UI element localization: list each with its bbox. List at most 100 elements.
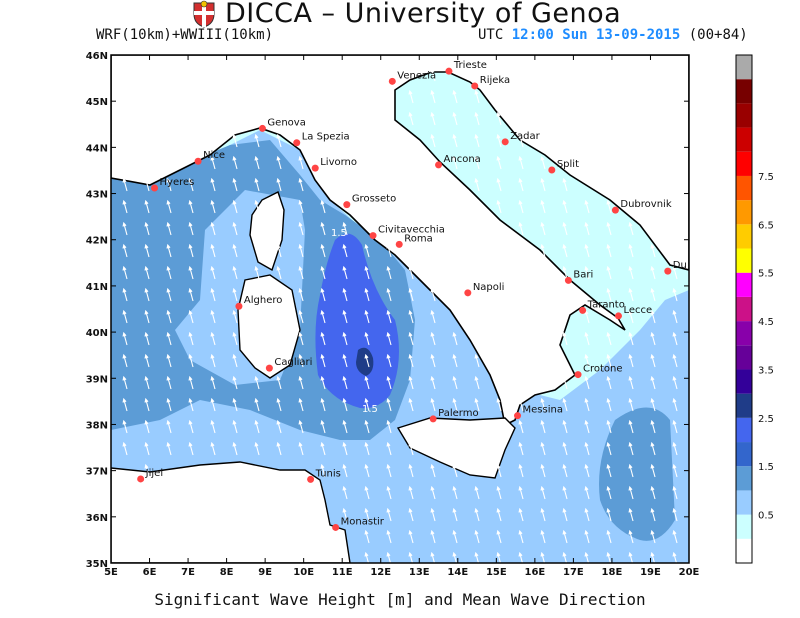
- wave-arrow: [430, 551, 436, 563]
- wave-arrow: [606, 287, 612, 302]
- wave-arrow: [188, 221, 194, 236]
- lon-tick-label: 13E: [409, 567, 430, 578]
- legend-swatch: [736, 248, 752, 273]
- lon-tick-label: 12E: [370, 567, 391, 578]
- wave-arrow: [144, 265, 150, 280]
- wave-arrow: [386, 375, 392, 390]
- lat-tick-label: 42N: [86, 236, 108, 247]
- wave-arrow: [628, 221, 634, 236]
- city-label: Zadar: [510, 131, 540, 142]
- wave-arrow: [584, 375, 590, 390]
- city-marker: [564, 276, 572, 284]
- wave-arrow: [606, 221, 612, 236]
- wave-arrow: [518, 551, 524, 563]
- lat-tick-label: 46N: [86, 51, 108, 62]
- wave-arrow: [606, 375, 612, 390]
- wave-arrow: [144, 177, 150, 192]
- wave-arrow: [232, 441, 238, 456]
- wave-arrow: [386, 309, 392, 324]
- lon-tick-label: 9E: [258, 567, 272, 578]
- city-label: La Spezia: [302, 132, 350, 143]
- wave-arrow: [298, 221, 304, 236]
- wave-arrow: [298, 265, 304, 280]
- wave-arrow: [540, 485, 546, 500]
- map-caption: Significant Wave Height [m] and Mean Wav…: [154, 590, 646, 609]
- city-marker: [435, 161, 443, 169]
- city-label: Alghero: [244, 295, 282, 306]
- city-marker: [464, 289, 472, 297]
- wave-arrow: [364, 375, 370, 390]
- wave-arrow: [254, 133, 260, 148]
- wave-arrow: [606, 419, 612, 434]
- sea-band-2-2-5: [356, 347, 374, 376]
- legend-label: 4.5: [758, 317, 774, 328]
- wave-arrow: [518, 529, 524, 544]
- wave-arrow: [320, 463, 326, 478]
- wave-arrow: [276, 265, 282, 280]
- wave-arrow: [430, 287, 436, 302]
- legend-swatch: [736, 442, 752, 467]
- wave-arrow: [144, 463, 150, 478]
- wave-arrow: [584, 529, 590, 544]
- wave-arrow: [320, 221, 326, 236]
- wave-arrow: [496, 463, 502, 478]
- city-marker: [471, 82, 479, 90]
- wave-arrow: [540, 177, 546, 192]
- land-north-africa: [111, 461, 351, 563]
- wave-arrow: [320, 265, 326, 280]
- wave-arrow: [364, 309, 370, 324]
- wave-arrow: [628, 485, 634, 500]
- wave-arrow: [562, 265, 568, 280]
- legend-label: 7.5: [758, 172, 774, 183]
- wave-arrow: [584, 485, 590, 500]
- wave-arrow: [408, 463, 414, 478]
- wave-arrow: [562, 551, 568, 563]
- wave-arrow: [650, 265, 656, 280]
- wave-arrow: [144, 309, 150, 324]
- city-marker: [548, 166, 556, 174]
- wave-arrow: [474, 155, 480, 170]
- legend-swatch: [736, 224, 752, 249]
- legend-swatch: [736, 417, 752, 443]
- wave-arrow: [628, 309, 634, 324]
- wave-arrow: [144, 221, 150, 236]
- wave-arrow: [320, 243, 326, 258]
- wave-arrow: [188, 243, 194, 258]
- city-label: Napoli: [473, 282, 505, 293]
- legend-swatch: [736, 345, 752, 370]
- wave-arrow: [276, 397, 282, 412]
- city-label: Palermo: [438, 408, 478, 419]
- wave-arrow: [342, 419, 348, 434]
- wave-arrow: [584, 551, 590, 563]
- legend-swatch: [736, 321, 752, 346]
- wave-arrow: [562, 529, 568, 544]
- wave-arrow: [122, 243, 128, 258]
- wave-arrow: [672, 397, 678, 412]
- city-marker: [265, 364, 273, 372]
- wave-arrow: [232, 287, 238, 302]
- wave-arrow: [122, 221, 128, 236]
- city-marker: [501, 138, 509, 146]
- wave-arrow: [540, 221, 546, 236]
- lat-tick-label: 40N: [86, 328, 108, 339]
- legend-swatch: [736, 538, 752, 563]
- wave-arrow: [672, 287, 678, 302]
- wave-arrow: [628, 331, 634, 346]
- city-label: Lecce: [623, 305, 652, 316]
- city-marker: [343, 201, 351, 209]
- city-label: Hyeres: [160, 177, 195, 188]
- wave-arrow: [430, 485, 436, 500]
- wave-arrow: [122, 177, 128, 192]
- wave-arrow: [672, 551, 678, 563]
- city-marker: [429, 415, 437, 423]
- wave-arrow: [606, 353, 612, 368]
- wave-arrow: [650, 463, 656, 478]
- wave-arrow: [584, 265, 590, 280]
- wave-arrow: [408, 89, 414, 104]
- wave-arrow: [232, 309, 238, 324]
- legend-swatch: [736, 200, 752, 225]
- wave-arrow: [386, 551, 392, 563]
- wave-arrow: [562, 463, 568, 478]
- wave-arrow: [298, 397, 304, 412]
- city-marker: [514, 412, 522, 420]
